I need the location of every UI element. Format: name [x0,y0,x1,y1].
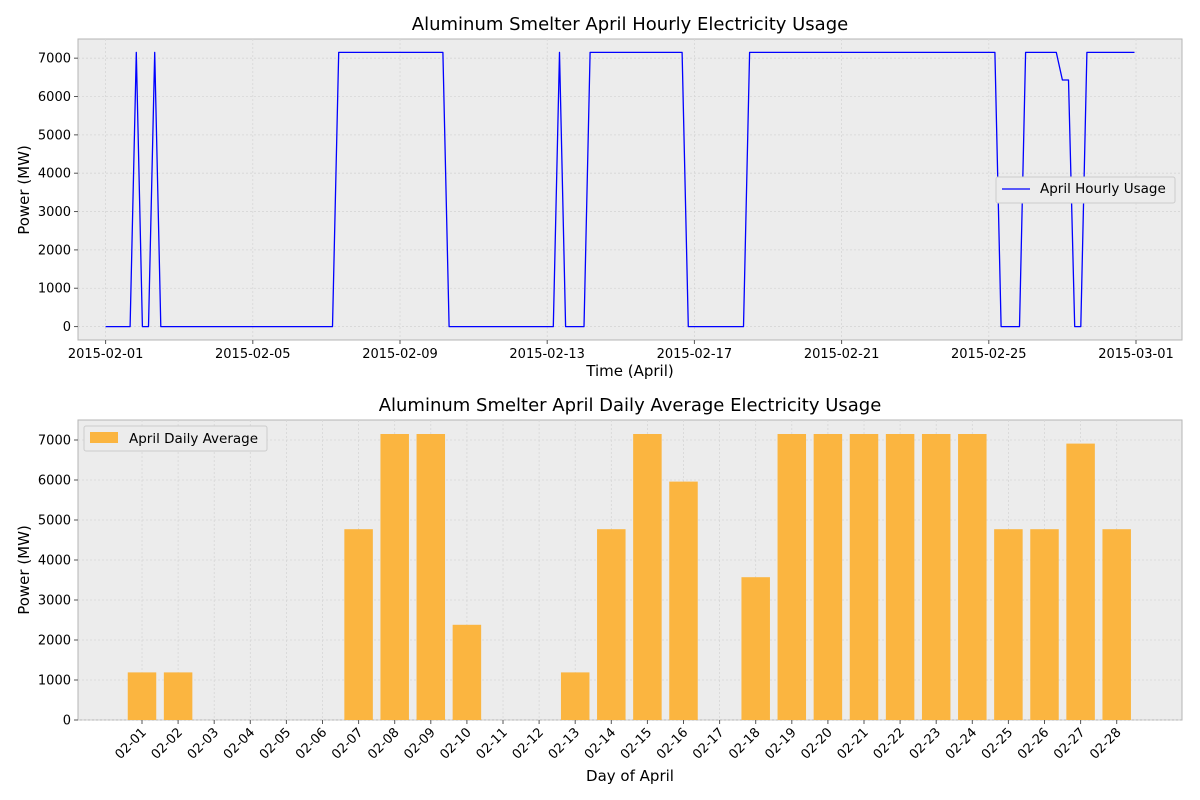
x-tick-label: 2015-02-17 [657,347,733,362]
bar-02-15 [633,434,662,720]
x-tick-label: 2015-02-01 [68,347,144,362]
y-tick-labels: 0 1000 2000 3000 4000 5000 6000 7000 [38,52,71,335]
x-tick-label: 2015-02-09 [362,347,438,362]
y-tick-label: 3000 [38,594,71,609]
y-tick-label: 1000 [38,282,71,297]
y-tick-label: 2000 [38,243,71,258]
legend: April Hourly Usage [995,176,1176,204]
legend-label: April Hourly Usage [1040,181,1166,197]
legend-box [83,425,268,452]
x-tick-label: 2015-02-13 [509,347,585,362]
y-tick-label: 0 [63,320,71,335]
bar-02-23 [921,434,951,720]
bar-02-21 [849,434,879,720]
legend-box [995,176,1176,204]
bar-02-27 [1066,443,1095,720]
x-tick-label: 2015-02-05 [215,347,291,362]
x-tick-label: 2015-02-25 [951,347,1027,362]
y-axis-label: Power (MW) [15,145,33,235]
hourly-usage-line [105,51,1135,328]
y-axis-label: Power (MW) [15,525,33,615]
bar-02-16 [669,481,698,720]
bar-02-08 [380,434,409,720]
legend: April Daily Average [83,425,268,452]
bar-02-02 [163,672,193,720]
y-tick-label: 1000 [38,674,71,689]
y-tick-labels: 0 1000 2000 3000 4000 5000 6000 7000 [38,434,71,729]
gridlines [74,39,1182,344]
bar-02-19 [777,434,807,720]
bar-02-20 [813,434,843,720]
y-tick-label: 4000 [38,167,71,182]
bar-02-24 [958,434,987,720]
y-tick-label: 4000 [38,554,71,569]
bar-02-01 [127,672,157,720]
bar-02-18 [741,577,770,720]
bar-02-26 [1030,529,1059,720]
x-tick-label: 2015-03-01 [1098,347,1174,362]
y-tick-label: 7000 [38,52,71,67]
bar-02-10 [452,624,482,720]
x-axis-label: Time (April) [585,362,673,380]
y-tick-label: 5000 [38,128,71,143]
bar-02-14 [597,529,626,720]
hourly-usage-chart: Aluminum Smelter April Hourly Electricit… [15,14,1183,380]
y-tick-label: 5000 [38,514,71,529]
bar-02-22 [885,434,915,720]
y-tick-label: 3000 [38,205,71,220]
bars [127,434,1131,720]
bar-02-13 [560,672,590,720]
chart-title: Aluminum Smelter April Daily Average Ele… [379,395,882,416]
bar-02-07 [344,529,373,720]
chart-title: Aluminum Smelter April Hourly Electricit… [412,14,848,35]
legend-label: April Daily Average [129,431,258,447]
x-axis-label: Day of April [586,767,674,785]
y-tick-label: 6000 [38,474,71,489]
bar-02-28 [1102,529,1131,720]
y-tick-label: 7000 [38,434,71,449]
legend-bar-swatch [90,432,118,443]
series-line [105,51,1135,328]
y-tick-label: 6000 [38,90,71,105]
x-tick-label: 2015-02-21 [804,347,880,362]
y-tick-label: 0 [63,714,71,729]
bar-02-25 [994,529,1023,720]
bar-02-09 [416,434,446,720]
y-tick-label: 2000 [38,634,71,649]
x-tick-labels: 2015-02-01 2015-02-05 2015-02-09 2015-02-13… [68,347,1174,362]
